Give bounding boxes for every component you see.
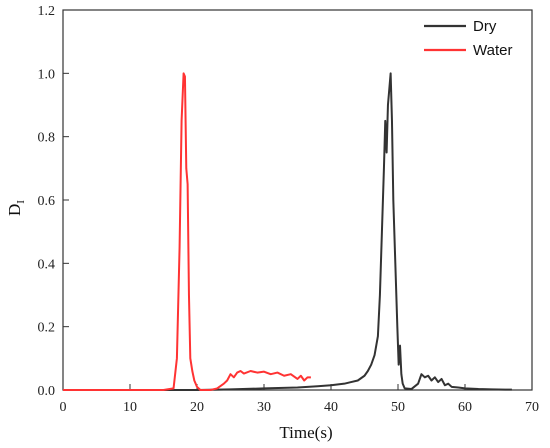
x-tick-label: 30 xyxy=(257,400,271,415)
x-tick-label: 60 xyxy=(458,400,472,415)
plot-border xyxy=(62,9,533,391)
plot-frame xyxy=(62,9,533,391)
series-group xyxy=(63,72,512,391)
x-axis-label: Time(s) xyxy=(279,423,332,442)
legend-label-water: Water xyxy=(473,42,512,59)
x-tick-label: 40 xyxy=(324,400,338,415)
y-tick-label: 0.0 xyxy=(38,384,56,399)
x-tick-label: 10 xyxy=(123,400,137,415)
y-tick-label: 0.4 xyxy=(38,257,56,272)
legend-label-dry: Dry xyxy=(473,18,497,35)
series-line-water xyxy=(63,72,311,391)
y-axis-label: DI xyxy=(5,200,27,216)
y-tick-label: 0.6 xyxy=(38,194,56,209)
y-tick-label: 0.2 xyxy=(38,321,56,336)
y-axis-label-main: D xyxy=(5,204,24,216)
legend: Dry Water xyxy=(424,18,512,59)
y-tick-label: 1.2 xyxy=(38,4,56,19)
y-tick-label: 0.8 xyxy=(38,131,56,146)
series-line-dry xyxy=(63,72,512,391)
y-axis-ticks: 0.0 0.2 0.4 0.6 0.8 1.0 1.2 xyxy=(38,4,69,399)
x-tick-label: 0 xyxy=(60,400,67,415)
x-axis-ticks: 0 10 20 30 40 50 60 70 xyxy=(60,384,539,415)
y-tick-label: 1.0 xyxy=(38,67,56,82)
y-axis-label-sub: I xyxy=(15,200,27,204)
x-tick-label: 50 xyxy=(391,400,405,415)
x-tick-label: 20 xyxy=(190,400,204,415)
x-tick-label: 70 xyxy=(525,400,539,415)
